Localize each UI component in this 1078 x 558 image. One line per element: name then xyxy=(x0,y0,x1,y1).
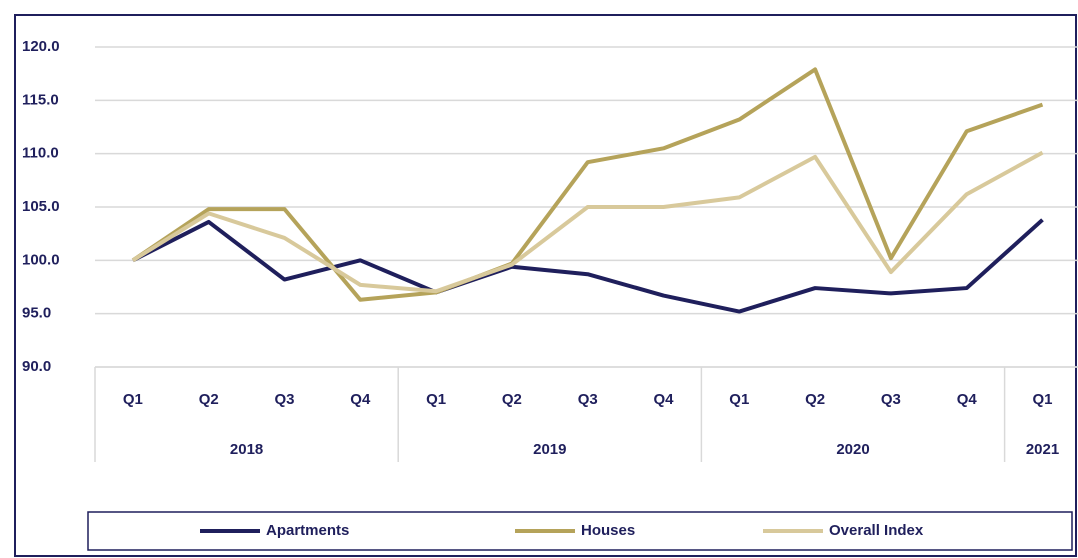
y-tick-label: 90.0 xyxy=(22,358,51,375)
x-group-label: 2021 xyxy=(1026,441,1059,458)
legend-label: Apartments xyxy=(266,522,349,539)
x-tick-label: Q1 xyxy=(729,391,749,408)
x-tick-label: Q4 xyxy=(957,391,978,408)
x-tick-label: Q1 xyxy=(426,391,446,408)
legend-box xyxy=(87,511,1073,551)
legend-label: Overall Index xyxy=(829,522,924,539)
y-tick-label: 95.0 xyxy=(22,305,51,322)
series-line xyxy=(131,218,1044,314)
frame xyxy=(14,14,1077,557)
series-line xyxy=(131,150,1044,294)
x-tick-label: Q1 xyxy=(1032,391,1052,408)
y-tick-label: 115.0 xyxy=(22,91,59,108)
x-group-label: 2020 xyxy=(836,441,869,458)
legend-label: Houses xyxy=(581,522,635,539)
x-tick-label: Q2 xyxy=(805,391,825,408)
y-tick-label: 110.0 xyxy=(22,145,59,162)
x-tick-label: Q3 xyxy=(881,391,901,408)
series-line xyxy=(131,67,1044,302)
y-tick-label: 105.0 xyxy=(22,198,60,215)
x-tick-label: Q4 xyxy=(653,391,674,408)
x-tick-label: Q2 xyxy=(199,391,219,408)
x-tick-label: Q4 xyxy=(350,391,371,408)
x-tick-label: Q2 xyxy=(502,391,522,408)
x-group-label: 2019 xyxy=(533,441,566,458)
x-group-label: 2018 xyxy=(230,441,263,458)
x-tick-label: Q3 xyxy=(578,391,598,408)
x-tick-label: Q3 xyxy=(274,391,294,408)
y-tick-label: 120.0 xyxy=(22,38,60,55)
x-tick-label: Q1 xyxy=(123,391,143,408)
y-tick-label: 100.0 xyxy=(22,251,60,268)
